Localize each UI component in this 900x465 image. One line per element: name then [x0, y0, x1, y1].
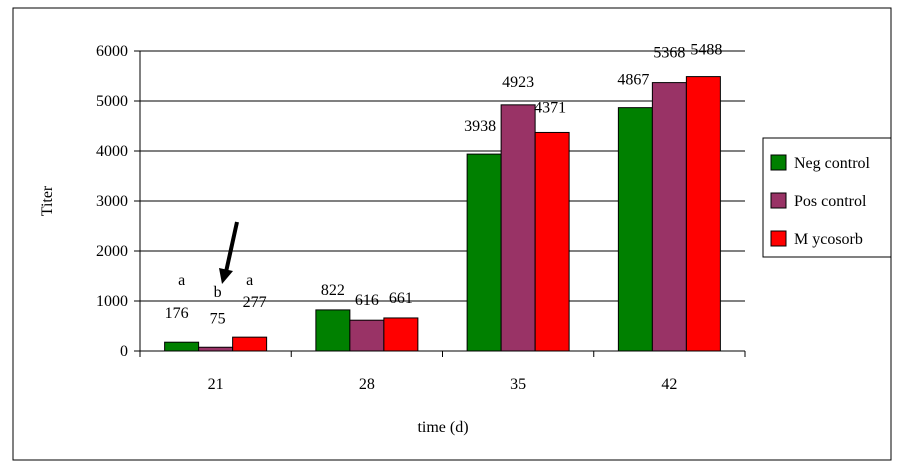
significance-letter: b [214, 284, 222, 301]
x-tick-label: 42 [661, 376, 677, 393]
x-tick-label: 21 [208, 376, 224, 393]
legend-label: Neg control [794, 155, 871, 172]
bar-mycosorb-42 [685, 76, 721, 352]
x-tick-label: 35 [510, 376, 526, 393]
legend-swatch [770, 192, 787, 209]
x-axis-title: time (d) [417, 419, 468, 436]
bar-neg-control-42 [617, 107, 653, 352]
data-label: 5488 [690, 42, 722, 59]
y-axis-title: Titer [39, 185, 56, 216]
axes [134, 50, 746, 357]
bar-pos-control-21 [198, 346, 234, 352]
y-tick-label: 2000 [96, 243, 128, 260]
arrow-annotation [219, 221, 239, 284]
bar-pos-control-28 [349, 319, 385, 352]
data-label: 277 [243, 294, 267, 311]
legend-label: M ycosorb [794, 231, 863, 248]
data-label: 4867 [617, 72, 649, 89]
y-tick-label: 6000 [96, 43, 128, 60]
legend-swatch [770, 154, 787, 171]
legend-label: Pos control [794, 193, 867, 210]
legend: Neg control Pos control M ycosorb [762, 137, 892, 258]
y-tick-label: 3000 [96, 193, 128, 210]
data-label: 3938 [464, 118, 496, 135]
bar-neg-control-28 [315, 309, 351, 352]
data-label: 4923 [502, 74, 534, 91]
bar-mycosorb-28 [383, 317, 419, 352]
y-tick-label: 0 [120, 343, 128, 360]
bar-pos-control-42 [651, 82, 687, 352]
data-label: 661 [389, 290, 413, 307]
data-label: 4371 [534, 99, 566, 116]
y-tick-label: 1000 [96, 293, 128, 310]
x-tick-labels: 21 28 35 42 [208, 376, 678, 393]
data-label: 616 [355, 292, 379, 309]
y-tick-label: 4000 [96, 143, 128, 160]
bar-mycosorb-35 [534, 131, 570, 352]
data-label: 176 [165, 305, 189, 322]
significance-letter: a [178, 272, 185, 289]
significance-letter: a [246, 272, 253, 289]
legend-swatch [770, 230, 787, 247]
y-tick-label: 5000 [96, 93, 128, 110]
data-label: 75 [210, 310, 226, 327]
x-tick-label: 28 [359, 376, 375, 393]
data-label: 822 [321, 282, 345, 299]
bars [164, 76, 721, 352]
bar-pos-control-35 [500, 104, 536, 352]
bar-neg-control-21 [164, 341, 200, 352]
y-tick-labels: 0 1000 2000 3000 4000 5000 6000 [96, 43, 128, 360]
bar-neg-control-35 [466, 153, 502, 352]
data-label: 5368 [653, 45, 685, 62]
annotation-letters: aba [178, 272, 253, 301]
bar-mycosorb-21 [232, 336, 268, 352]
